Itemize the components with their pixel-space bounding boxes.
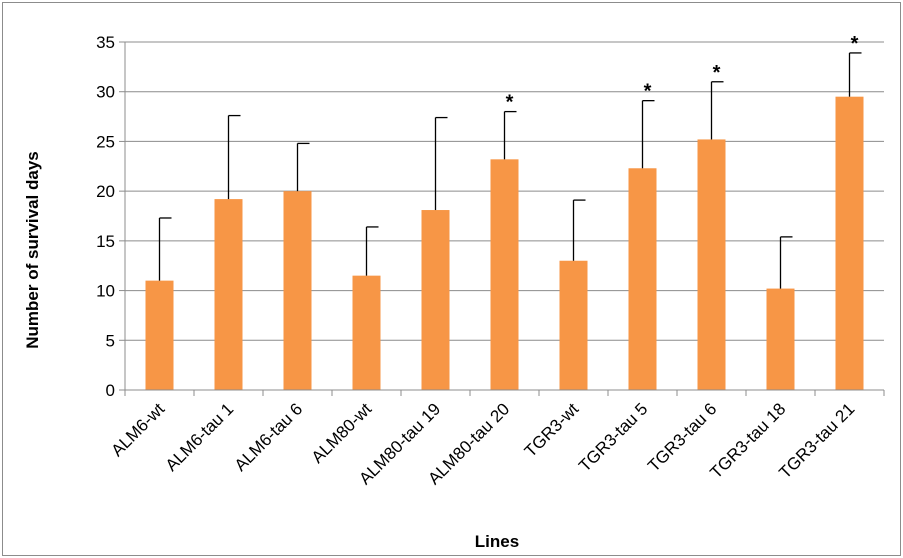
y-tick-label: 35 xyxy=(96,33,115,52)
y-tick-label: 10 xyxy=(96,282,115,301)
bars-group xyxy=(145,96,864,390)
y-tick-label: 0 xyxy=(106,381,115,400)
significance-star: * xyxy=(713,62,721,84)
x-tick-label: TGR3-wt xyxy=(521,399,583,461)
bar xyxy=(835,96,864,390)
y-tick-label: 20 xyxy=(96,182,115,201)
x-tick-label: ALM80-wt xyxy=(308,399,376,467)
y-tick-labels: 0 5 10 15 20 25 30 35 xyxy=(96,33,125,400)
x-tick-label: TGR3-tau 6 xyxy=(644,399,720,475)
error-bars-group xyxy=(158,52,862,289)
y-tick-label: 15 xyxy=(96,232,115,251)
bar xyxy=(766,288,795,390)
y-tick-label: 5 xyxy=(106,331,115,350)
bar xyxy=(283,191,312,390)
x-axis-title: Lines xyxy=(475,532,519,551)
bar xyxy=(145,280,174,390)
significance-star: * xyxy=(506,92,514,114)
y-tick-label: 30 xyxy=(96,83,115,102)
bar xyxy=(697,139,726,390)
x-tick-label: ALM6-tau 1 xyxy=(162,399,238,475)
y-axis-title: Number of survival days xyxy=(23,151,42,348)
y-tick-label: 25 xyxy=(96,132,115,151)
significance-star: * xyxy=(644,81,652,103)
bar xyxy=(421,210,450,390)
x-tick-label: TGR3-tau 5 xyxy=(575,399,651,475)
significance-star: * xyxy=(851,33,859,55)
x-tick-label: ALM6-wt xyxy=(107,399,168,460)
bar xyxy=(559,260,588,390)
bar xyxy=(352,275,381,390)
x-tick-label: ALM6-tau 6 xyxy=(231,399,307,475)
bar xyxy=(214,199,243,390)
bar xyxy=(628,168,657,390)
significance-markers: * * * * xyxy=(506,33,859,114)
bar xyxy=(490,159,519,390)
